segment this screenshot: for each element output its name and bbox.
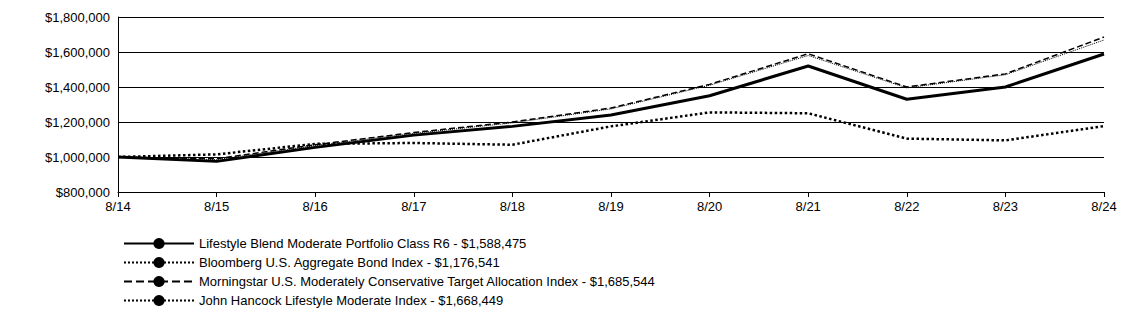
svg-text:Morningstar U.S. Moderately Co: Morningstar U.S. Moderately Conservative…: [199, 274, 655, 289]
svg-text:$1,800,000: $1,800,000: [45, 10, 110, 25]
svg-text:$1,200,000: $1,200,000: [45, 115, 110, 130]
svg-text:8/16: 8/16: [303, 199, 328, 214]
svg-text:8/18: 8/18: [500, 199, 525, 214]
svg-text:8/24: 8/24: [1091, 199, 1116, 214]
svg-text:8/14: 8/14: [105, 199, 130, 214]
svg-text:8/19: 8/19: [598, 199, 623, 214]
svg-text:8/23: 8/23: [993, 199, 1018, 214]
svg-text:$1,600,000: $1,600,000: [45, 45, 110, 60]
svg-text:$1,000,000: $1,000,000: [45, 150, 110, 165]
svg-text:Bloomberg U.S. Aggregate Bond: Bloomberg U.S. Aggregate Bond Index - $1…: [199, 255, 500, 270]
svg-text:8/15: 8/15: [204, 199, 229, 214]
svg-text:John Hancock Lifestyle Moderat: John Hancock Lifestyle Moderate Index - …: [199, 293, 503, 308]
svg-text:8/22: 8/22: [894, 199, 919, 214]
svg-text:Lifestyle Blend Moderate Portf: Lifestyle Blend Moderate Portfolio Class…: [199, 236, 526, 251]
svg-text:8/21: 8/21: [796, 199, 821, 214]
svg-text:8/20: 8/20: [697, 199, 722, 214]
svg-text:$1,400,000: $1,400,000: [45, 80, 110, 95]
svg-text:$800,000: $800,000: [56, 185, 110, 200]
svg-text:8/17: 8/17: [401, 199, 426, 214]
